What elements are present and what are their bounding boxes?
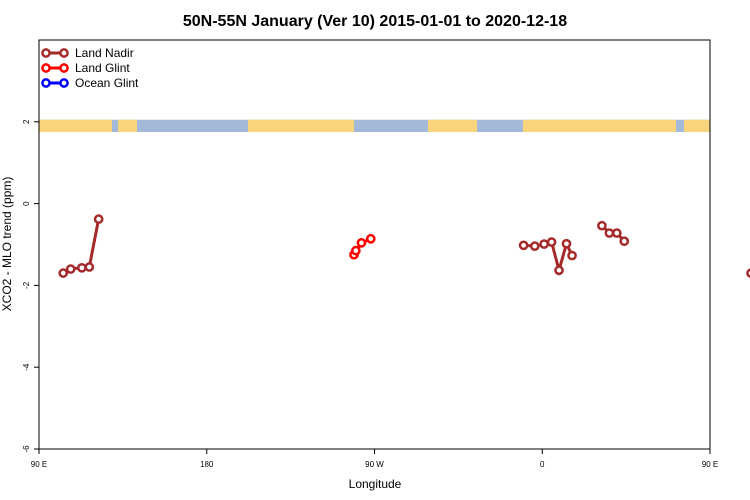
data-point xyxy=(65,264,76,274)
data-point xyxy=(93,214,104,224)
y-tick-label: -2 xyxy=(22,281,31,289)
data-point xyxy=(554,265,564,276)
data-point xyxy=(77,262,87,273)
chart-title: 50N-55N January (Ver 10) 2015-01-01 to 2… xyxy=(183,13,567,30)
legend-marker xyxy=(41,48,51,58)
x-axis: 90 E 180 90 W 0 90 E xyxy=(31,449,718,469)
legend-marker xyxy=(59,78,69,88)
x-tick-label: 90 W xyxy=(365,460,384,469)
x-tick-label: 90 E xyxy=(31,460,47,469)
legend-label: Land Glint xyxy=(75,61,130,75)
x-tick-label: 180 xyxy=(200,460,214,469)
series-layer xyxy=(58,214,750,278)
legend-marker xyxy=(59,63,69,73)
data-point xyxy=(84,262,95,272)
land-band-segment xyxy=(428,119,477,133)
y-axis-label: XCO2 - MLO trend (ppm) xyxy=(0,177,14,312)
data-point xyxy=(546,237,557,247)
x-tick-label: 90 E xyxy=(702,460,718,469)
data-point xyxy=(356,238,367,248)
data-point xyxy=(597,220,607,231)
data-point xyxy=(58,268,69,278)
data-point xyxy=(518,240,529,251)
data-point xyxy=(365,233,376,244)
y-tick-label: -4 xyxy=(22,363,31,371)
land-band-segment xyxy=(248,119,354,133)
legend-marker xyxy=(41,63,51,73)
data-point xyxy=(561,238,572,249)
y-tick-label: 2 xyxy=(22,119,31,124)
land-band-segment xyxy=(523,119,676,133)
plot-frame xyxy=(38,39,711,450)
data-point xyxy=(619,236,630,247)
data-point xyxy=(746,268,750,278)
y-tick-label: -6 xyxy=(22,445,31,453)
land-band-segment xyxy=(39,119,112,133)
legend-marker xyxy=(41,78,51,88)
data-point xyxy=(351,245,361,256)
land-band-segment xyxy=(118,119,137,133)
data-point xyxy=(567,250,577,261)
land-band-segment xyxy=(684,119,710,133)
data-point xyxy=(539,239,549,249)
legend-marker xyxy=(59,48,69,58)
legend-label: Ocean Glint xyxy=(75,76,139,90)
x-tick-label: 0 xyxy=(540,460,545,469)
legend-label: Land Nadir xyxy=(75,46,134,60)
data-point xyxy=(604,228,615,238)
x-axis-label: Longitude xyxy=(349,477,402,491)
y-axis: -6 -4 -2 0 2 xyxy=(22,119,39,453)
y-tick-label: 0 xyxy=(22,201,31,206)
data-point xyxy=(611,228,622,238)
data-point xyxy=(529,241,540,251)
land-ocean-band xyxy=(39,119,710,133)
